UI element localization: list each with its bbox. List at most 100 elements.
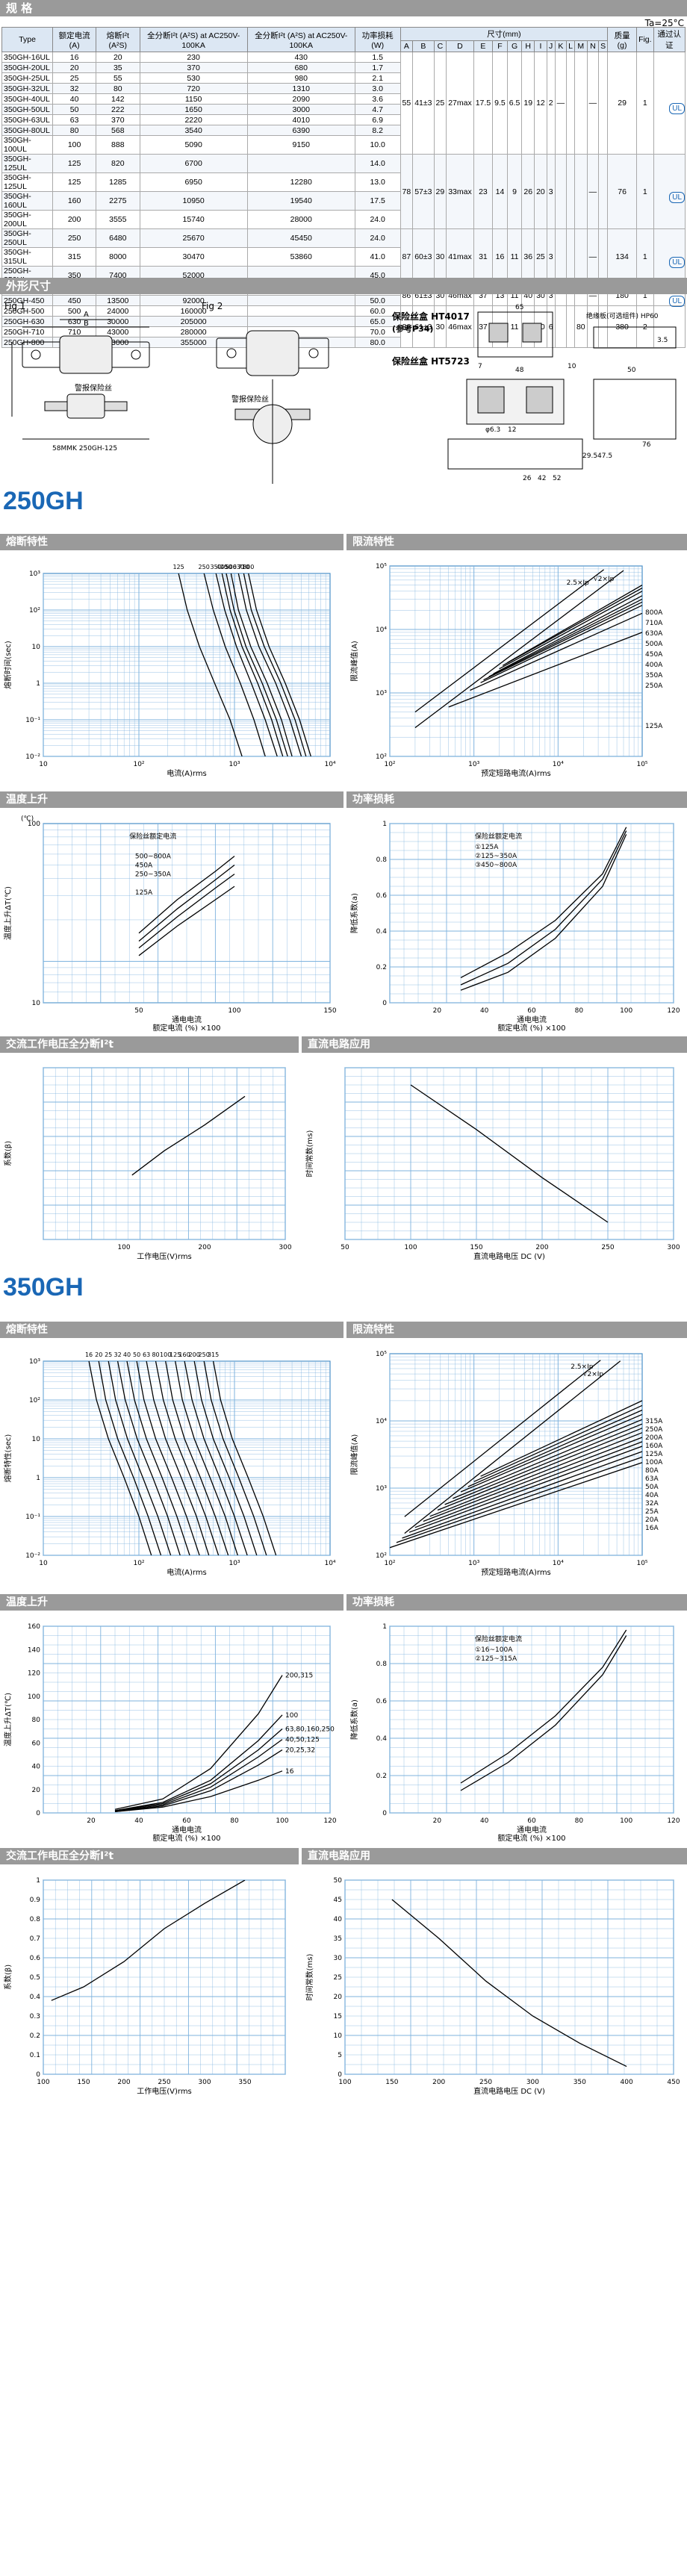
dim-letter-m: M bbox=[573, 40, 588, 52]
table-cell: 980 bbox=[246, 72, 355, 84]
series-line bbox=[108, 1361, 172, 1555]
table-cell: 222 bbox=[96, 104, 140, 115]
y-tick-label: 160 bbox=[28, 1623, 40, 1631]
series-line bbox=[429, 1432, 642, 1517]
y-tick-label: 10 bbox=[334, 2032, 343, 2040]
x-tick-label: 150 bbox=[77, 2079, 90, 2086]
legend-label: 450A bbox=[135, 862, 153, 870]
gh250-power-header-text: 功率损耗 bbox=[352, 794, 394, 806]
gh350-melting-chart: 10 10² 10³ 10⁴ 10⁻² 10⁻¹ 1 10 10² 10³ 电流(A)rms 熔断特性… bbox=[0, 1340, 344, 1587]
gh250-power-chart: 20 40 60 80 100 120 0 0.2 0.4 0.6 0.8 1 通电电流 额定电流 (%)… bbox=[346, 810, 687, 1034]
table-cell: 5090 bbox=[139, 135, 248, 155]
gh250-limit-chart: 10² 10³ 10⁴ 10⁵ 10² 10³ 10⁴ 10⁵ 预定短路电流(A)rms 限流峰值… bbox=[346, 553, 687, 788]
table-cell: 8.2 bbox=[354, 125, 401, 136]
legend-label: ②125~315A bbox=[475, 1655, 517, 1663]
series-line bbox=[414, 569, 604, 713]
y-tick-label: 10⁵ bbox=[376, 1351, 387, 1358]
table-row: 250GH-710 710 43000 280000 70.0 bbox=[1, 326, 686, 337]
table-cell: 250GH-630 bbox=[1, 316, 54, 327]
legend-label: 630A bbox=[645, 630, 663, 638]
table-cell: 3000 bbox=[246, 104, 355, 115]
table-cell: 3540 bbox=[139, 125, 248, 136]
table-cell: 3.0 bbox=[354, 83, 401, 94]
series-top-label: 20 bbox=[95, 1351, 102, 1358]
gh350-limit-header-text: 限流特性 bbox=[352, 1324, 394, 1336]
series-top-label: 250 bbox=[199, 1351, 210, 1358]
series-line bbox=[193, 1361, 258, 1555]
legend-label: ①16~100A bbox=[475, 1646, 513, 1654]
dim-cell-k: — bbox=[554, 52, 568, 155]
series-line bbox=[243, 573, 307, 756]
series-line bbox=[138, 864, 235, 942]
series-line bbox=[480, 605, 642, 683]
table-cell: 4010 bbox=[246, 114, 355, 125]
legend-label: 250A bbox=[645, 682, 663, 690]
legend-label: 32A bbox=[645, 1500, 659, 1508]
legend-label: 200,315 bbox=[285, 1673, 313, 1680]
gh350-dc-header-text: 直流电路应用 bbox=[308, 1850, 370, 1862]
table-cell: 2.1 bbox=[354, 72, 401, 84]
table-cell: 24.0 bbox=[354, 228, 401, 248]
dim-cell-l bbox=[566, 154, 575, 229]
legend-label: 63A bbox=[645, 1475, 659, 1483]
table-cell: 230 bbox=[139, 52, 248, 63]
table-cell: 80.0 bbox=[354, 337, 401, 348]
series-line bbox=[488, 598, 642, 677]
table-cell: 350GH-20UL bbox=[1, 62, 54, 73]
x-tick-label: 10² bbox=[384, 1560, 395, 1567]
table-cell: 530 bbox=[139, 72, 248, 84]
series-line bbox=[114, 1749, 283, 1813]
fig-cell: 1 bbox=[636, 154, 654, 229]
x-tick-label: 300 bbox=[279, 1244, 291, 1251]
legend-label: 160A bbox=[645, 1443, 663, 1450]
series-line bbox=[203, 1361, 267, 1555]
dim-letter-s: S bbox=[598, 40, 609, 52]
gh350-ac-header: 交流工作电压全分断I²t bbox=[0, 1848, 299, 1864]
x-tick-label: 40 bbox=[134, 1817, 143, 1825]
grid bbox=[43, 1625, 331, 1814]
series-top-label: 40 bbox=[123, 1351, 131, 1358]
dim-cell-d: 46max bbox=[446, 305, 474, 348]
dim-cell-m bbox=[573, 52, 588, 155]
dim-letter-b: B bbox=[84, 320, 89, 328]
table-cell: 350GH-200UL bbox=[1, 210, 54, 229]
table-cell: 1285 bbox=[96, 172, 140, 192]
holder-dim-label: 29.5 bbox=[582, 452, 597, 460]
dim-cell-s bbox=[598, 52, 609, 155]
chart-svg: 100 150 200 250 300 350 0 0.1 0.2 0.3 0.4 0.5 0.6 0.7… bbox=[3, 1877, 286, 2096]
x-tick-label: 350 bbox=[573, 2079, 586, 2086]
legend-title: 保险丝额定电流 bbox=[475, 1634, 522, 1643]
table-cell: 3555 bbox=[96, 210, 140, 229]
series-line bbox=[226, 573, 288, 756]
table-cell: 250 bbox=[52, 228, 97, 248]
x-axis-label: 直流电路电压 DC (V) bbox=[473, 1251, 545, 1261]
x-tick-label: 10⁴ bbox=[553, 761, 564, 768]
table-cell: 820 bbox=[96, 154, 140, 173]
dim-cell-c: 30 bbox=[433, 228, 447, 285]
gh350-limit-chart: 10² 10³ 10⁴ 10⁵ 10² 10³ 10⁴ 10⁵ 预定短路电流(A)rms 限流峰值… bbox=[346, 1340, 687, 1587]
series-line bbox=[126, 1361, 190, 1555]
gh250-melting-header-text: 熔断特性 bbox=[6, 536, 48, 548]
y-tick-label: 10³ bbox=[376, 1485, 387, 1493]
holder-dim-label: 48 bbox=[515, 367, 524, 374]
series-top-label: 125 bbox=[172, 564, 184, 570]
holder-dim-label: 3.5 bbox=[657, 337, 668, 344]
weight-cell: 134 bbox=[607, 228, 638, 285]
y-axis-label: 温度上升ΔT(℃) bbox=[3, 1693, 13, 1746]
x-axis-label: 通电电流 bbox=[517, 1015, 547, 1024]
gh250-ac-header-text: 交流工作电压全分断I²t bbox=[6, 1039, 114, 1051]
y-tick-label: 10⁻² bbox=[25, 1552, 40, 1560]
dim-cell-l bbox=[566, 305, 575, 348]
legend-label: ①125A bbox=[475, 844, 499, 851]
series-line bbox=[460, 1413, 642, 1493]
table-cell: 14.0 bbox=[354, 154, 401, 173]
series-line bbox=[499, 591, 642, 670]
table-cell: 720 bbox=[139, 83, 248, 94]
legend-label: ②125~350A bbox=[475, 853, 517, 860]
chart-svg: 100 200 300 工作电压(V)rms 系数(β) bbox=[3, 1067, 292, 1261]
y-tick-label: 10 bbox=[32, 1436, 41, 1443]
legend-label: 400A bbox=[645, 662, 663, 669]
y-tick-label: 0.5 bbox=[30, 1974, 40, 1982]
series-line bbox=[460, 834, 627, 991]
